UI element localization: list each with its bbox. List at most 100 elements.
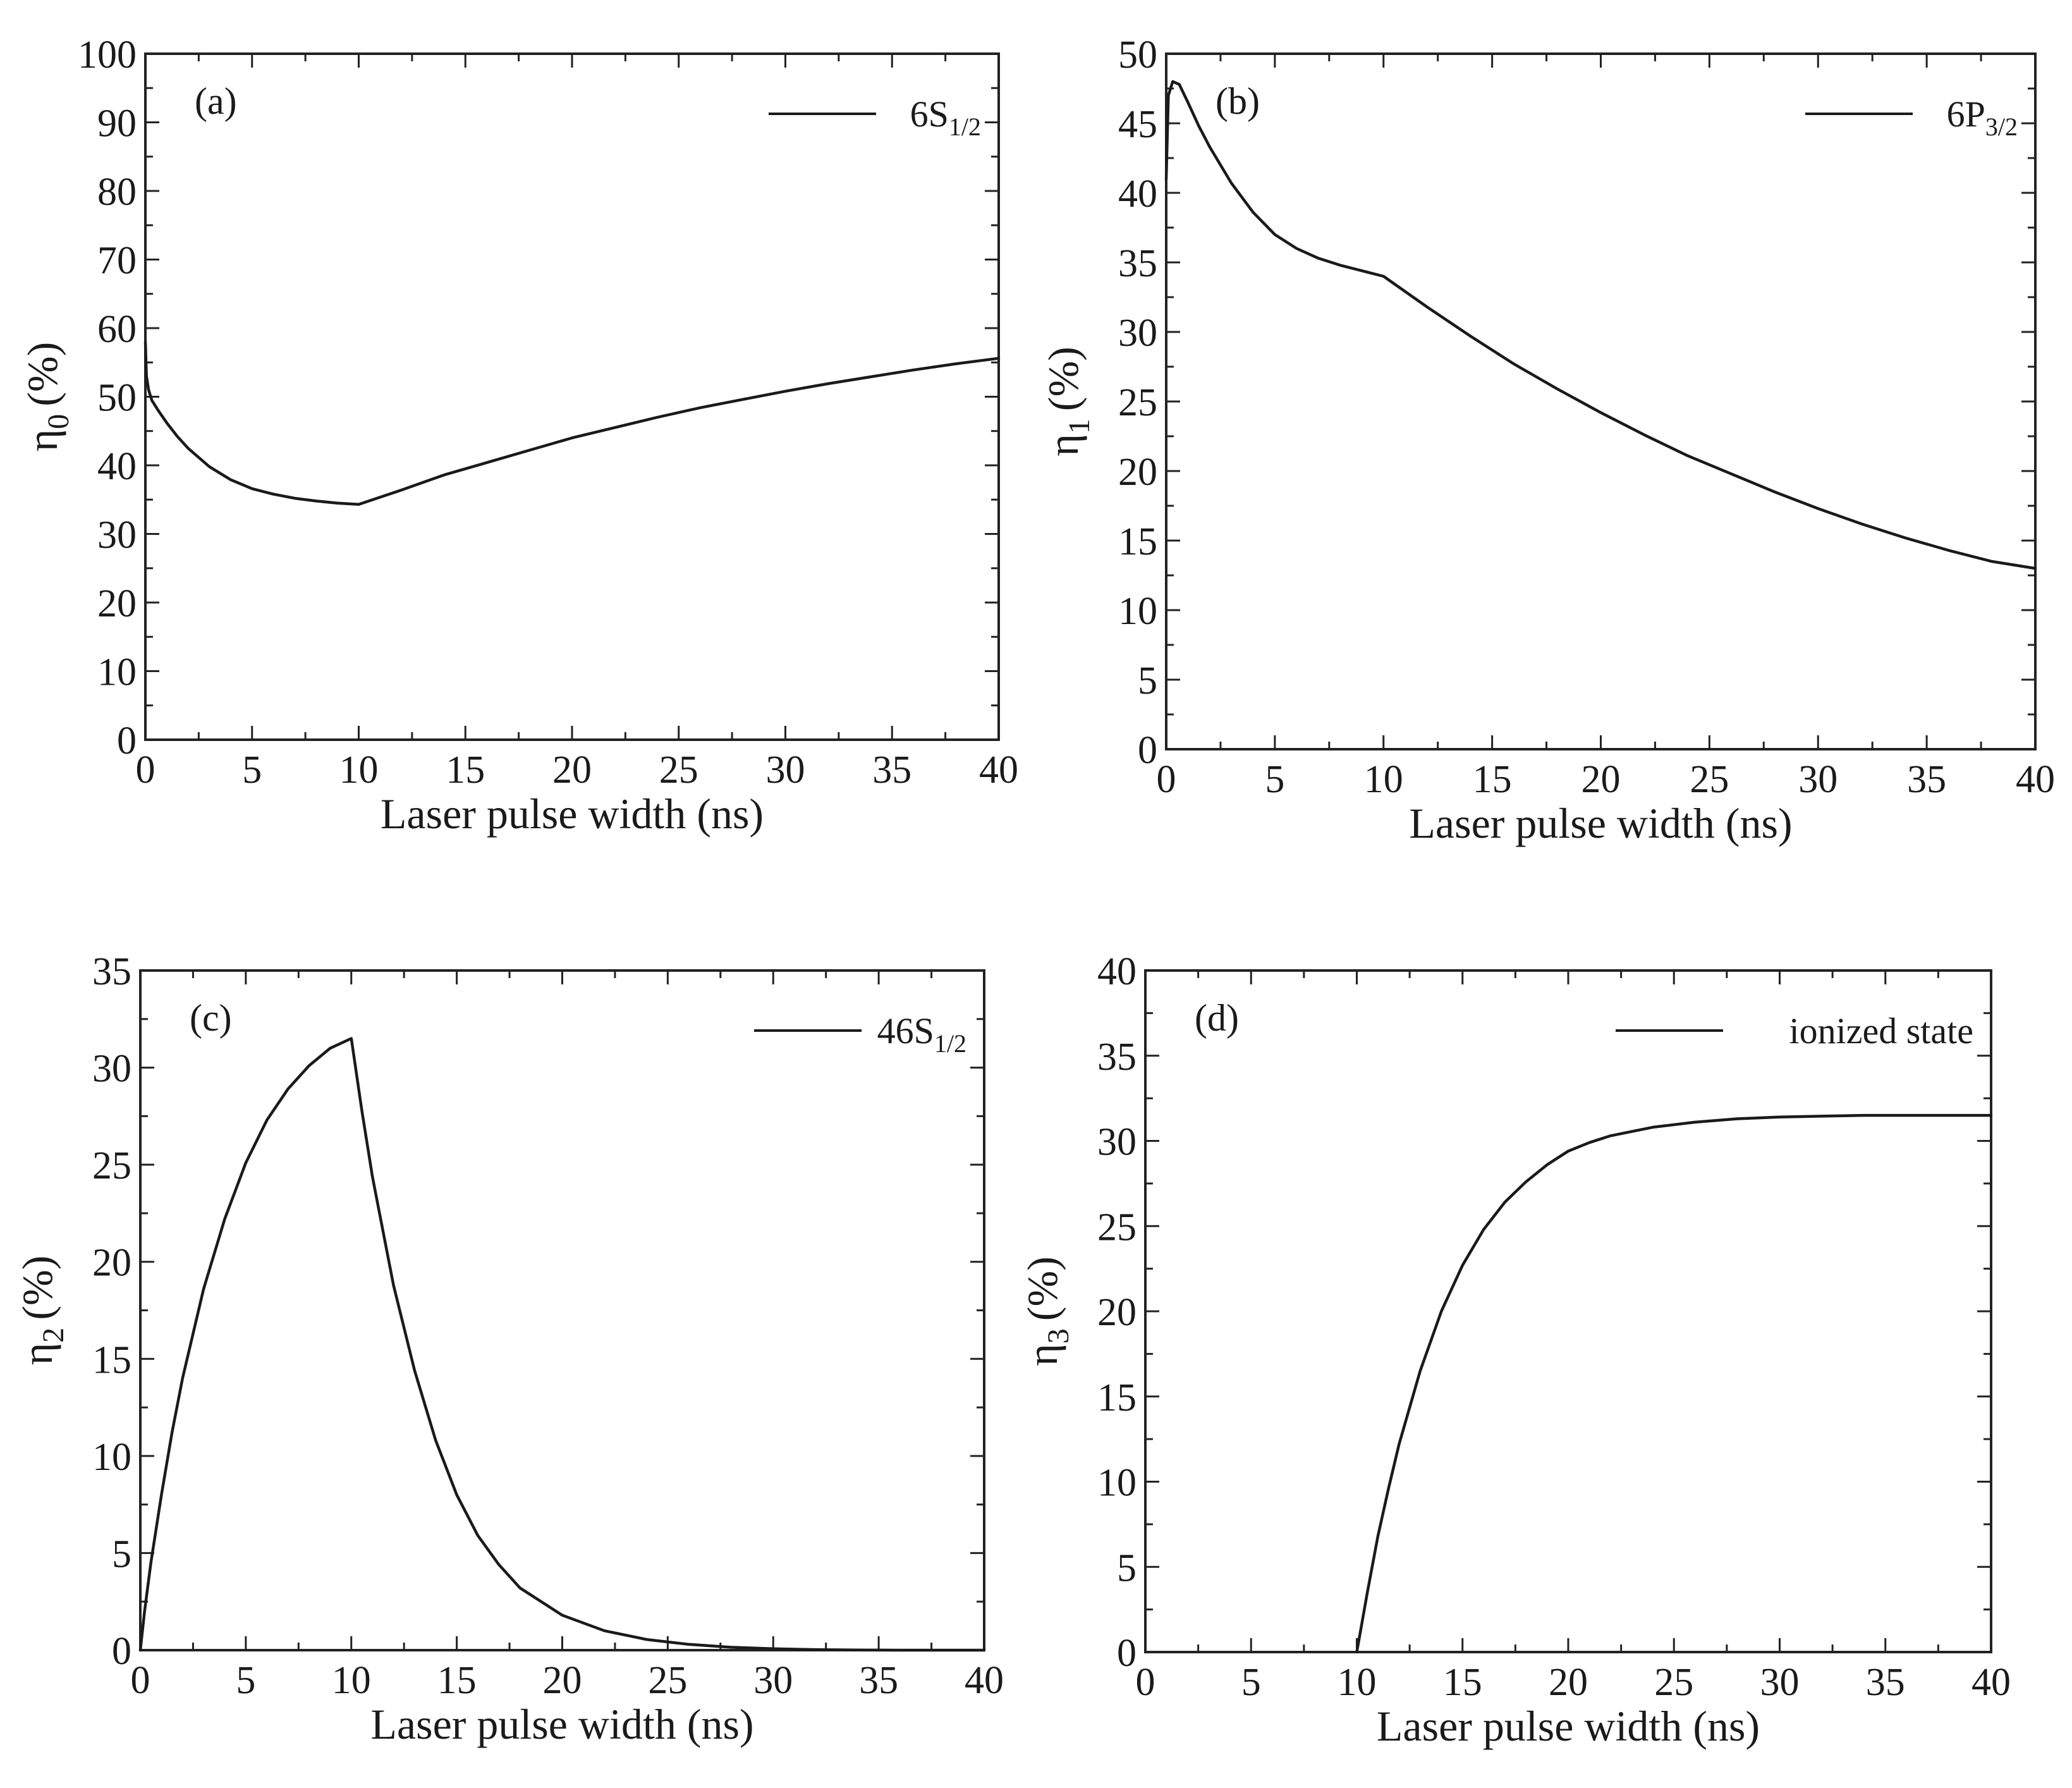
panel-label-c: (c) (190, 997, 232, 1039)
y-tick-label-c: 0 (112, 1630, 131, 1673)
legend-subscript: 3/2 (1985, 113, 2018, 141)
x-axis-label-d: Laser pulse width (ns) (1377, 1702, 1760, 1750)
panel-label-b: (b) (1216, 80, 1260, 122)
y-tick-label-a: 0 (117, 719, 137, 762)
y-axis-symbol: η (1018, 1344, 1066, 1366)
x-tick-label-b: 30 (1798, 758, 1837, 801)
panel-label-d: (d) (1195, 997, 1239, 1039)
x-tick-label-d: 0 (1136, 1661, 1155, 1704)
x-tick-label-d: 40 (1971, 1661, 2011, 1704)
series-line-b (1164, 80, 2037, 570)
legend-label-a: 6S1/2 (910, 94, 981, 141)
y-tick-label-a: 30 (97, 514, 137, 557)
y-tick-label-c: 20 (92, 1242, 131, 1285)
y-tick-label-d: 40 (1097, 950, 1137, 993)
y-tick-label-c: 15 (92, 1338, 131, 1381)
x-tick-label-b: 10 (1364, 758, 1403, 801)
y-axis-subscript: 1 (1063, 419, 1096, 434)
y-tick-label-b: 35 (1118, 242, 1157, 285)
y-tick-label-a: 60 (97, 308, 137, 351)
x-tick-label-c: 10 (332, 1659, 371, 1702)
x-tick-label-d: 30 (1760, 1661, 1800, 1704)
plot-frame-c (139, 969, 985, 1651)
legend-label-c: 46S1/2 (877, 1010, 966, 1058)
y-tick-label-d: 5 (1117, 1546, 1137, 1589)
legend-d: ionized state (1616, 1010, 1973, 1051)
panel-b: 0 5 10 15 20 25 30 35 40 0 5 10 15 20 25 30 35 40 45 50 Lase… (1039, 34, 2055, 847)
x-axis-label-a: Laser pulse width (ns) (381, 790, 764, 838)
y-tick-label-b: 50 (1118, 34, 1157, 77)
series-line-d (1355, 1113, 1993, 1654)
y-tick-label-c: 35 (92, 950, 131, 993)
panel-d: 0 5 10 15 20 25 30 35 40 0 5 10 15 20 25 30 35 40 Laser pu… (1018, 950, 2011, 1750)
y-tick-label-a: 20 (97, 582, 137, 625)
x-tick-label-d: 20 (1549, 1661, 1588, 1704)
x-tick-label-a: 10 (339, 749, 379, 792)
x-tick-label-b: 15 (1473, 758, 1512, 801)
x-tick-label-c: 40 (965, 1659, 1004, 1702)
panel-c: 0 5 10 15 20 25 30 35 40 0 5 10 15 20 25 30 35 Laser puls… (13, 950, 1004, 1748)
x-tick-label-a: 25 (659, 749, 698, 792)
y-axis-subscript: 2 (37, 1328, 70, 1343)
y-axis-label-a: η0 (%) (18, 342, 75, 452)
x-tick-label-c: 25 (648, 1659, 687, 1702)
y-tick-label-d: 20 (1097, 1291, 1137, 1334)
x-tick-label-a: 35 (872, 749, 911, 792)
legend-main: 6S (910, 94, 949, 135)
x-tick-label-a: 5 (242, 749, 262, 792)
y-tick-label-d: 10 (1097, 1462, 1137, 1505)
legend-main: ionized state (1789, 1010, 1973, 1051)
y-axis-label-c: η2 (%) (13, 1256, 70, 1366)
x-axis-label-c: Laser pulse width (ns) (370, 1700, 753, 1748)
legend-a: 6S1/2 (769, 94, 981, 141)
x-tick-label-b: 5 (1265, 758, 1284, 801)
legend-b: 6P3/2 (1805, 94, 2018, 141)
x-tick-label-b: 35 (1907, 758, 1946, 801)
y-axis-symbol: η (13, 1343, 61, 1366)
y-axis-unit: (%) (18, 342, 66, 407)
x-tick-label-a: 40 (979, 749, 1018, 792)
x-tick-label-d: 25 (1654, 1661, 1693, 1704)
y-tick-label-a: 40 (97, 445, 137, 488)
x-tick-label-b: 25 (1690, 758, 1729, 801)
y-tick-label-c: 30 (92, 1048, 131, 1091)
legend-subscript: 1/2 (934, 1029, 966, 1058)
y-tick-label-d: 30 (1097, 1121, 1137, 1164)
y-tick-label-c: 5 (112, 1533, 131, 1576)
x-tick-label-d: 35 (1866, 1661, 1905, 1704)
x-tick-label-a: 15 (446, 749, 485, 792)
x-tick-label-b: 0 (1157, 758, 1176, 801)
legend-main: 6P (1947, 94, 1985, 135)
panel-a: 0 5 10 15 20 25 30 35 40 0 10 20 30 40 50 60 70 80 90 100 La… (18, 34, 1018, 838)
panel-label-a: (a) (195, 80, 237, 122)
x-tick-label-d: 5 (1241, 1661, 1261, 1704)
y-tick-label-d: 15 (1097, 1376, 1137, 1419)
x-tick-label-c: 5 (236, 1659, 255, 1702)
x-tick-label-c: 20 (543, 1659, 582, 1702)
x-axis-label-b: Laser pulse width (ns) (1409, 799, 1792, 847)
x-tick-label-c: 0 (131, 1659, 150, 1702)
legend-label-d: ionized state (1789, 1010, 1973, 1051)
x-tick-label-a: 30 (766, 749, 805, 792)
y-tick-label-a: 100 (78, 34, 137, 77)
y-tick-label-d: 0 (1117, 1632, 1137, 1675)
y-axis-subscript: 0 (42, 414, 75, 429)
y-axis-symbol: η (1039, 434, 1087, 456)
x-tick-label-a: 0 (136, 749, 155, 792)
plot-frame-a (144, 52, 1000, 741)
x-tick-label-c: 35 (859, 1659, 898, 1702)
series-line-c (138, 1037, 986, 1652)
x-tick-label-b: 20 (1581, 758, 1621, 801)
y-axis-label-b: η1 (%) (1039, 346, 1096, 456)
legend-subscript: 1/2 (949, 113, 981, 141)
plot-frame-d (1144, 969, 1992, 1653)
legend-label-b: 6P3/2 (1947, 94, 2018, 141)
legend-main: 46S (877, 1010, 934, 1051)
y-tick-label-d: 25 (1097, 1206, 1137, 1249)
y-axis-unit: (%) (1039, 346, 1087, 411)
x-tick-label-d: 10 (1338, 1661, 1377, 1704)
y-tick-label-b: 25 (1118, 381, 1157, 424)
y-axis-unit: (%) (1018, 1256, 1066, 1321)
x-tick-label-c: 30 (753, 1659, 793, 1702)
